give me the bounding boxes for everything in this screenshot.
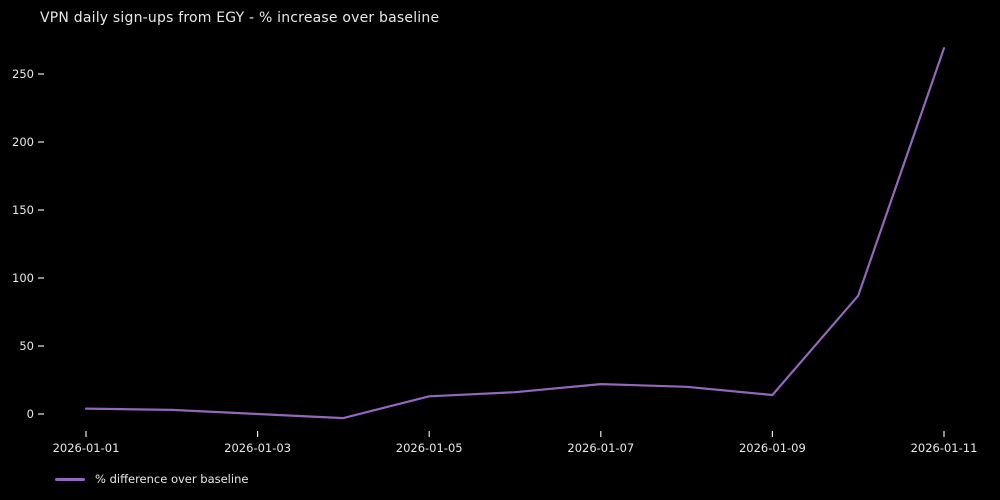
legend-label: % difference over baseline (95, 472, 249, 486)
legend: % difference over baseline (55, 471, 248, 487)
x-tick-label: 2026-01-01 (53, 441, 120, 455)
x-tick-label: 2026-01-11 (911, 441, 978, 455)
chart-title: VPN daily sign-ups from EGY - % increase… (40, 10, 440, 26)
y-tick-label: 150 (12, 203, 34, 217)
legend-line-swatch (55, 477, 85, 481)
x-tick-label: 2026-01-07 (567, 441, 634, 455)
y-tick-label: 0 (27, 407, 34, 421)
data-line (84, 47, 946, 420)
x-tick-label: 2026-01-05 (396, 441, 463, 455)
y-tick-label: 100 (12, 271, 34, 285)
y-tick-label: 50 (19, 339, 34, 353)
x-tick-label: 2026-01-09 (739, 441, 806, 455)
x-tick-label: 2026-01-03 (224, 441, 291, 455)
y-tick-label: 200 (12, 135, 34, 149)
y-tick-label: 250 (12, 67, 34, 81)
